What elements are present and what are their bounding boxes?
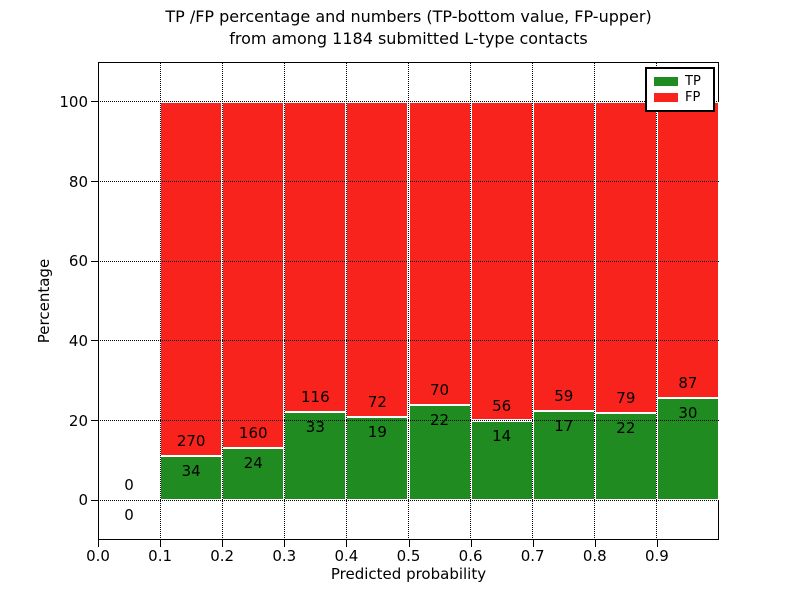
x-tick-mark — [222, 540, 224, 547]
tp-color-swatch — [654, 76, 678, 86]
bar-tp-segment — [346, 416, 409, 501]
x-tick-label: 0.3 — [272, 547, 297, 565]
x-gridline — [345, 62, 347, 540]
fp-count-label: 59 — [554, 387, 574, 406]
bar-fp-segment — [284, 101, 347, 412]
legend-label-tp: TP — [685, 73, 701, 89]
fp-count-label: 56 — [492, 396, 512, 415]
bar-tp-segment — [532, 411, 595, 501]
tp-count-label: 14 — [492, 426, 512, 445]
fp-count-label: 70 — [430, 380, 450, 399]
y-tick-label: 60 — [68, 252, 88, 271]
fp-count-label: 72 — [367, 392, 387, 411]
fp-color-swatch — [654, 93, 678, 103]
y-tick-label: 80 — [68, 172, 88, 191]
y-gridline — [98, 420, 719, 421]
bar-tp-segment — [160, 455, 223, 501]
y-tick-mark — [91, 181, 98, 182]
x-tick-mark — [532, 540, 534, 547]
tp-count-label: 30 — [678, 404, 698, 423]
bar-fp-segment — [160, 101, 223, 456]
x-gridline — [594, 62, 596, 540]
legend-label-fp: FP — [685, 90, 701, 106]
y-tick-label: 20 — [68, 411, 88, 430]
fp-count-label: 87 — [678, 374, 698, 393]
tp-count-label: 34 — [181, 461, 201, 480]
y-gridline — [98, 499, 719, 501]
x-gridline — [408, 62, 409, 540]
bar-fp-segment — [346, 101, 409, 417]
y-tick-mark — [91, 260, 98, 262]
fp-count-label: 79 — [616, 389, 636, 408]
bar-fp-segment — [656, 101, 719, 399]
y-gridline — [98, 101, 719, 103]
tp-count-label: 19 — [367, 422, 387, 441]
bar-fp-segment — [222, 101, 285, 449]
x-gridline — [283, 62, 285, 540]
y-tick-label: 0 — [78, 491, 88, 510]
tp-count-label: 22 — [430, 410, 450, 429]
legend-row-tp: TP — [654, 75, 713, 88]
x-tick-label: 0.7 — [520, 547, 545, 565]
fp-count-label: 0 — [124, 476, 134, 495]
x-gridline — [221, 62, 223, 540]
y-tick-mark — [91, 340, 98, 342]
x-gridline — [159, 62, 161, 540]
x-tick-mark — [284, 540, 286, 547]
x-gridline — [470, 62, 472, 540]
x-axis-label: Predicted probability — [330, 565, 487, 583]
bar-fp-segment — [408, 101, 471, 405]
tp-count-label: 33 — [305, 417, 325, 436]
bar-tp-segment — [656, 398, 719, 501]
x-tick-label: 0.8 — [582, 547, 607, 565]
y-tick-label: 40 — [68, 331, 88, 350]
chart-title-line-2: from among 1184 submitted L-type contact… — [229, 29, 588, 48]
x-tick-mark — [408, 540, 410, 547]
tp-count-label: 22 — [616, 419, 636, 438]
y-tick-mark — [91, 101, 98, 103]
fp-count-label: 270 — [176, 431, 206, 450]
legend-row-fp: FP — [654, 91, 713, 104]
x-tick-label: 0.2 — [210, 547, 235, 565]
x-tick-label: 0.0 — [86, 547, 110, 565]
y-gridline — [98, 181, 719, 182]
y-tick-label: 100 — [59, 92, 88, 111]
tp-count-label: 24 — [243, 454, 263, 473]
y-gridline — [98, 340, 719, 342]
fp-count-label: 160 — [238, 424, 268, 443]
bar-fp-segment — [594, 101, 657, 414]
x-tick-label: 0.1 — [148, 547, 173, 565]
bar-tp-segment — [284, 411, 347, 501]
x-tick-label: 0.4 — [334, 547, 359, 565]
x-tick-mark — [594, 540, 596, 547]
x-tick-mark — [160, 540, 162, 547]
chart-title: TP /FP percentage and numbers (TP-bottom… — [98, 6, 719, 50]
y-gridline — [98, 260, 719, 262]
x-tick-label: 0.6 — [458, 547, 483, 565]
y-axis-label: Percentage — [35, 258, 53, 344]
tp-count-label: 0 — [124, 506, 134, 525]
fp-count-label: 116 — [301, 387, 330, 406]
chart-title-line-1: TP /FP percentage and numbers (TP-bottom… — [165, 7, 652, 26]
y-tick-mark — [91, 420, 98, 421]
x-gridline — [532, 62, 534, 540]
x-tick-label: 0.9 — [644, 547, 669, 565]
x-tick-label: 0.5 — [396, 547, 421, 565]
bar-fp-segment — [532, 101, 595, 412]
legend: TP FP — [645, 67, 715, 112]
x-tick-mark — [470, 540, 472, 547]
y-tick-mark — [91, 499, 98, 501]
x-gridline — [656, 62, 658, 540]
x-tick-mark — [656, 540, 658, 547]
tp-count-label: 17 — [554, 417, 574, 436]
x-tick-mark — [346, 540, 348, 547]
bar-tp-segment — [594, 413, 657, 501]
x-tick-mark — [98, 540, 99, 547]
